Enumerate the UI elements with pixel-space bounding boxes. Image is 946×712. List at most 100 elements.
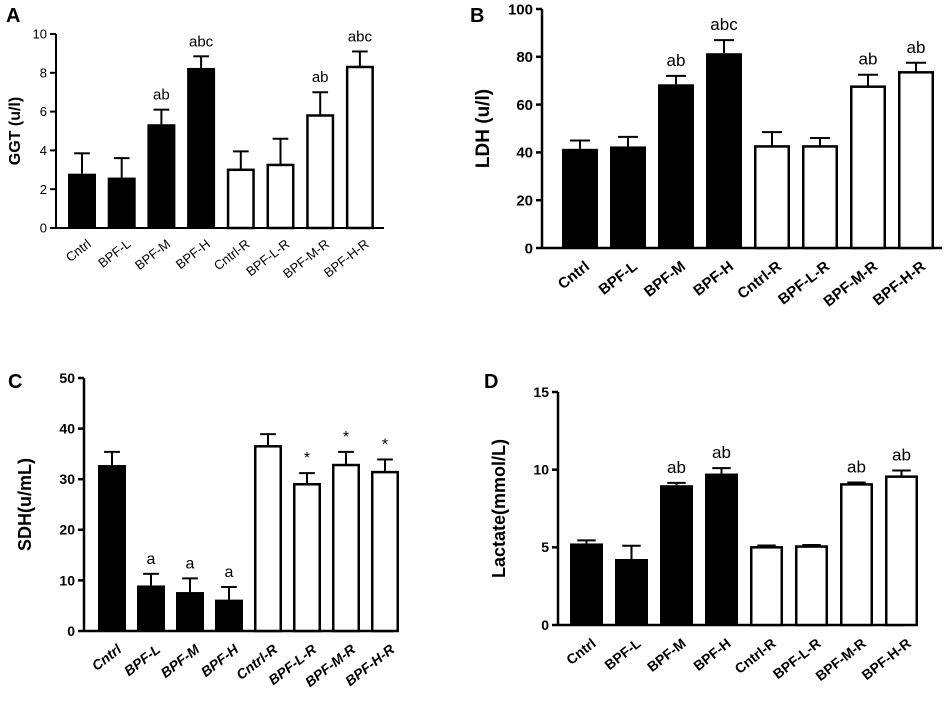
y-tick-label: 0 (40, 221, 47, 236)
bar (615, 558, 648, 625)
bar (705, 473, 738, 625)
bar (802, 145, 838, 250)
y-tick-label: 5 (541, 539, 549, 555)
y-tick-label: 80 (516, 49, 533, 66)
x-tick-label: BPF-H-R (321, 236, 372, 280)
significance-label: ab (892, 445, 911, 464)
bar (850, 85, 886, 250)
y-tick-label: 50 (59, 370, 75, 386)
significance-label: * (304, 450, 310, 467)
bar (610, 146, 646, 248)
bar (660, 485, 693, 625)
bar (254, 445, 282, 633)
panel-letter: C (8, 371, 22, 393)
bar (68, 173, 96, 228)
bar (706, 53, 742, 249)
panel-a: A 0 2 4 6 8 10 GGT (u/l) Cntrl BPF-L ab BPF-M abc BPF… (6, 5, 384, 281)
significance-label: ab (847, 458, 866, 477)
y-tick-label: 0 (525, 240, 533, 257)
y-tick-label: 10 (33, 27, 47, 42)
significance-label: abc (348, 28, 373, 45)
y-tick-label: 30 (59, 471, 75, 487)
bar (137, 585, 165, 631)
significance-label: abc (710, 15, 738, 34)
bar (562, 148, 598, 248)
bar (98, 465, 126, 631)
bar (840, 483, 873, 627)
bar (266, 163, 295, 230)
bar (658, 84, 694, 248)
x-tick-label: BPF-M (644, 635, 689, 675)
x-tick-label: BPF-M (157, 641, 202, 681)
significance-label: * (382, 436, 388, 453)
y-tick-label: 10 (533, 462, 549, 478)
significance-label: ab (712, 443, 731, 462)
y-tick-label: 0 (67, 623, 75, 639)
significance-label: ab (312, 69, 329, 86)
significance-label: a (186, 555, 195, 572)
bar (293, 483, 321, 633)
panel-d: D 0 5 10 15 Lactate(mmol/L) Cntrl BPF-L ab BPF-M a… (484, 371, 918, 684)
x-tick-label: BPF-M-R (812, 635, 868, 684)
x-tick-label: BPF-M (641, 258, 689, 301)
y-axis-label: GGT (u/l) (7, 97, 24, 165)
significance-label: ab (859, 50, 878, 69)
y-tick-label: 100 (508, 1, 533, 18)
y-tick-label: 40 (59, 421, 75, 437)
x-tick-label: Cntrl (89, 640, 125, 673)
panel-b: B 0 20 40 60 80 100 LDH (u/l) Cntrl BPF-L ab BPF-M a… (470, 1, 942, 310)
x-tick-label: BPF-M-R (820, 258, 880, 310)
panel-letter: B (470, 5, 484, 27)
bar (187, 67, 216, 228)
bar (215, 599, 243, 631)
significance-label: ab (667, 51, 686, 70)
bar (371, 470, 399, 633)
y-tick-label: 20 (516, 192, 533, 209)
bar (306, 114, 335, 230)
x-tick-label: BPF-H (690, 258, 737, 300)
bar (345, 65, 374, 230)
x-tick-label: BPF-H (690, 635, 734, 674)
x-tick-label: BPF-M (132, 236, 173, 273)
y-axis-label: LDH (u/l) (473, 89, 494, 168)
x-tick-label: BPF-L (596, 258, 641, 299)
x-tick-label: BPF-H (173, 236, 213, 272)
significance-label: ab (667, 458, 686, 477)
significance-label: abc (189, 33, 214, 50)
y-tick-label: 8 (40, 65, 47, 80)
significance-label: a (147, 551, 156, 568)
x-tick-label: Cntrl (563, 635, 599, 668)
y-tick-label: 0 (541, 617, 549, 633)
bar (176, 592, 204, 631)
bar (754, 145, 790, 250)
panel-letter: A (6, 5, 20, 27)
significance-label: ab (153, 87, 170, 104)
y-tick-label: 20 (59, 522, 75, 538)
x-tick-label: BPF-L (121, 641, 163, 679)
panel-c: C01020304050SDH(u/mL)CntrlaBPF-LaBPF-MaB… (8, 370, 399, 690)
x-tick-label: BPF-H-R (870, 258, 929, 309)
x-tick-label: BPF-L (95, 236, 133, 271)
x-tick-label: BPF-H-R (859, 635, 914, 683)
bar (885, 475, 918, 627)
y-tick-label: 6 (40, 104, 47, 119)
significance-label: a (225, 564, 234, 581)
significance-label: ab (907, 38, 926, 57)
y-axis-label: SDH(u/mL) (15, 458, 35, 551)
bar (750, 546, 783, 627)
significance-label: * (343, 429, 349, 446)
y-tick-label: 15 (533, 384, 549, 400)
bar (226, 168, 255, 230)
y-axis-label: Lactate(mmol/L) (489, 439, 509, 578)
bar (107, 177, 136, 228)
bar (795, 545, 828, 627)
panel-letter: D (484, 371, 498, 393)
bar (898, 71, 934, 250)
y-tick-label: 40 (516, 145, 533, 162)
y-tick-label: 2 (40, 182, 47, 197)
bar (147, 124, 176, 228)
bar (332, 463, 360, 633)
y-tick-label: 60 (516, 97, 533, 114)
y-tick-label: 10 (59, 572, 75, 588)
bar (570, 543, 603, 625)
